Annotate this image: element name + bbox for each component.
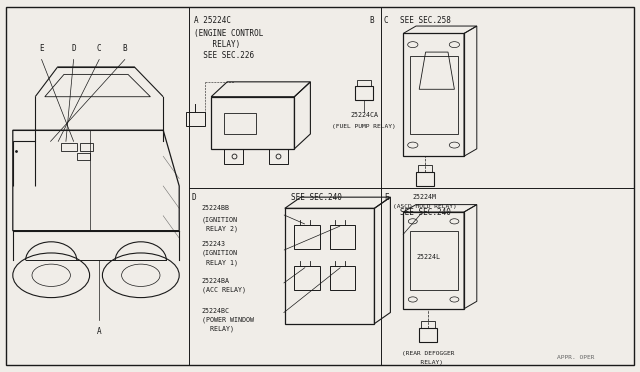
Text: C: C	[384, 16, 388, 25]
Bar	[403, 33, 464, 156]
Bar	[224, 149, 243, 164]
Text: SEE SEC.258: SEE SEC.258	[400, 16, 451, 25]
Text: D: D	[192, 193, 196, 202]
Bar	[355, 86, 373, 100]
Bar	[410, 56, 458, 134]
Text: E: E	[384, 193, 388, 202]
Text: RELAY 1): RELAY 1)	[202, 259, 237, 266]
Text: 25224BA: 25224BA	[202, 278, 230, 284]
Text: RELAY): RELAY)	[413, 360, 443, 365]
Text: SEE SEC.240: SEE SEC.240	[400, 208, 451, 217]
Bar	[421, 321, 435, 328]
Bar	[294, 266, 320, 290]
Text: (FUEL PUMP RELAY): (FUEL PUMP RELAY)	[332, 124, 396, 129]
Text: 25224BB: 25224BB	[202, 205, 230, 211]
Text: B: B	[370, 16, 374, 25]
Bar	[285, 208, 374, 324]
Text: (POWER WINDOW: (POWER WINDOW	[202, 317, 253, 323]
Text: 252243: 252243	[202, 241, 226, 247]
Text: C: C	[97, 44, 102, 53]
Text: 25224L: 25224L	[416, 254, 440, 260]
Bar	[330, 225, 355, 249]
Bar	[418, 165, 432, 172]
Text: D: D	[71, 44, 76, 53]
Bar	[186, 112, 205, 126]
Bar	[224, 113, 256, 134]
Bar	[294, 225, 320, 249]
Text: 25224BC: 25224BC	[202, 308, 230, 314]
Text: RELAY): RELAY)	[194, 40, 240, 49]
Text: RELAY 2): RELAY 2)	[202, 225, 237, 232]
Bar	[410, 231, 458, 290]
Text: APPR. OPER: APPR. OPER	[557, 355, 595, 360]
Text: (ENGINE CONTROL: (ENGINE CONTROL	[194, 29, 263, 38]
Bar	[403, 212, 464, 309]
Text: SEE SEC.240: SEE SEC.240	[291, 193, 342, 202]
Text: (IGNITION: (IGNITION	[202, 250, 237, 256]
Bar	[77, 153, 90, 160]
Text: A: A	[97, 327, 102, 336]
Bar	[61, 143, 77, 151]
Bar	[416, 172, 434, 186]
Text: A 25224C: A 25224C	[194, 16, 231, 25]
Text: 25224CA: 25224CA	[350, 112, 378, 118]
Text: B: B	[122, 44, 127, 53]
Text: E: E	[39, 44, 44, 53]
Text: (IGNITION: (IGNITION	[202, 216, 237, 223]
Bar	[419, 328, 437, 342]
Text: (ACC RELAY): (ACC RELAY)	[202, 287, 246, 294]
Text: RELAY): RELAY)	[202, 326, 234, 333]
Text: SEE SEC.226: SEE SEC.226	[194, 51, 254, 60]
Text: (REAR DEFOGGER: (REAR DEFOGGER	[402, 351, 454, 356]
Bar	[357, 80, 371, 86]
Text: (ASCD HOLD RELAY): (ASCD HOLD RELAY)	[393, 204, 457, 209]
Bar	[80, 143, 93, 151]
Text: 25224M: 25224M	[413, 194, 437, 200]
Bar	[269, 149, 288, 164]
Bar	[330, 266, 355, 290]
